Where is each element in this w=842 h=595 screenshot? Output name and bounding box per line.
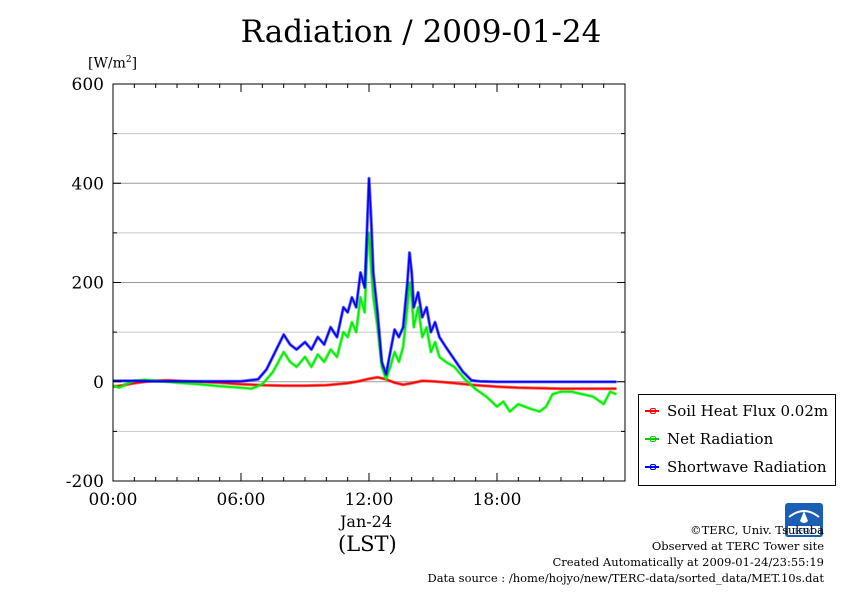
legend-label-net-radiation: Net Radiation (667, 430, 774, 448)
y-tick-label: 0 (93, 373, 104, 393)
credit-created: Created Automatically at 2009-01-24/23:5… (552, 555, 825, 569)
y-tick-label: -200 (66, 472, 104, 492)
x-tick-label: 00:00 (89, 490, 138, 510)
credit-copyright: ©TERC, Univ. Tsukuba (690, 523, 824, 537)
legend-swatch-shortwave-radiation (645, 464, 659, 470)
credit-observed: Observed at TERC Tower site (651, 539, 824, 553)
credits-block: ©TERC, Univ. Tsukuba Observed at TERC To… (427, 522, 824, 586)
x-axis-timezone-label: (LST) (338, 532, 397, 556)
legend-item-net-radiation: Net Radiation (645, 429, 773, 449)
x-axis-date-label: Jan-24 (340, 512, 393, 531)
legend: Soil Heat Flux 0.02m Net Radiation Short… (638, 394, 836, 486)
x-tick-label: 06:00 (217, 490, 266, 510)
y-axis-unit-label: [W/m2] (88, 55, 138, 72)
legend-item-soil-heat-flux: Soil Heat Flux 0.02m (645, 401, 828, 421)
x-tick-label: 18:00 (473, 490, 522, 510)
x-tick-label: 12:00 (345, 490, 394, 510)
legend-swatch-net-radiation (645, 436, 659, 442)
legend-label-soil-heat-flux: Soil Heat Flux 0.02m (667, 402, 829, 420)
legend-swatch-soil-heat-flux (645, 408, 659, 414)
legend-item-shortwave-radiation: Shortwave Radiation (645, 457, 827, 477)
series-line-shortwave-radiation (113, 177, 617, 383)
y-tick-label: 200 (72, 274, 104, 294)
series-line-net-radiation (112, 232, 617, 413)
legend-label-shortwave-radiation: Shortwave Radiation (667, 458, 827, 476)
terc-logo: TERC (785, 503, 823, 537)
chart-title: Radiation / 2009-01-24 (240, 14, 602, 50)
y-tick-label: 400 (72, 174, 104, 194)
y-tick-label: 600 (72, 75, 104, 95)
credit-data-source: Data source : /home/hojyo/new/TERC-data/… (427, 571, 824, 585)
svg-text:TERC: TERC (793, 527, 815, 536)
